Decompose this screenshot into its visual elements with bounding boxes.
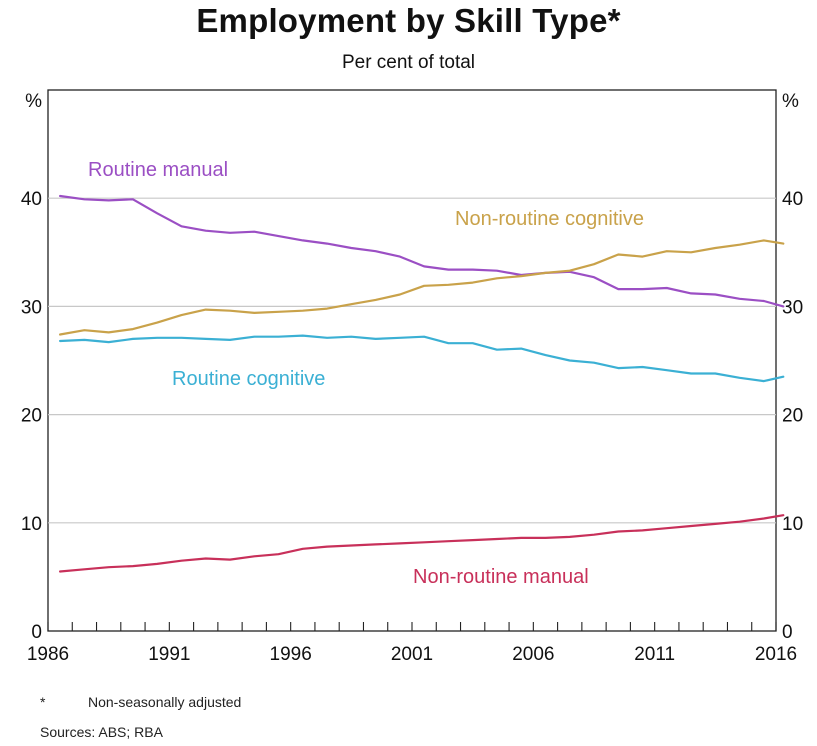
series-line — [59, 239, 785, 336]
x-tick-label: 2011 — [634, 644, 675, 665]
footnote-mark: * — [40, 694, 46, 710]
sources-note: Sources: ABS; RBA — [40, 724, 163, 740]
x-tick-labels: 1986 1991 1996 2001 2006 2011 2016 — [27, 644, 797, 665]
chart-subtitle: Per cent of total — [341, 52, 476, 73]
y-tick-labels-left: 0 10 20 30 40 — [21, 189, 42, 643]
series-labels: Routine manual Non-routine cognitive Routi… — [88, 159, 644, 588]
y-tick-label-left: 40 — [21, 189, 42, 210]
x-tick-label: 1991 — [148, 644, 190, 665]
series-line — [59, 514, 785, 573]
y-tick-labels-right: 0 10 20 30 40 — [782, 189, 803, 643]
x-minor-ticks — [47, 622, 777, 631]
series-lines — [59, 194, 785, 573]
y-tick-label-left: 10 — [21, 514, 42, 535]
series-label: Non-routine manual — [413, 566, 589, 588]
x-tick-label: 1996 — [270, 644, 312, 665]
y-tick-label-right: 40 — [782, 189, 803, 210]
y-axis-unit-left: % — [25, 91, 42, 112]
y-tick-label-left: 20 — [21, 406, 42, 427]
y-tick-label-right: 10 — [782, 514, 803, 535]
y-tick-label-left: 30 — [21, 297, 42, 318]
y-tick-label-right: 30 — [782, 297, 803, 318]
y-tick-label-right: 0 — [782, 622, 793, 643]
series-label: Non-routine cognitive — [455, 208, 644, 230]
y-tick-label-left: 0 — [31, 622, 42, 643]
footnote-text: Non-seasonally adjusted — [88, 694, 242, 710]
x-tick-label: 1986 — [27, 644, 69, 665]
x-tick-label: 2016 — [755, 644, 797, 665]
x-tick-label: 2006 — [512, 644, 554, 665]
chart-title: Employment by Skill Type* — [196, 2, 621, 39]
y-axis-unit-right: % — [782, 91, 799, 112]
series-label: Routine manual — [88, 159, 228, 181]
series-label: Routine cognitive — [172, 368, 325, 390]
gridlines — [48, 197, 776, 524]
series-line — [59, 334, 785, 383]
x-tick-label: 2001 — [391, 644, 433, 665]
y-tick-label-right: 20 — [782, 406, 803, 427]
series-line — [59, 194, 785, 308]
line-chart: 0 10 20 30 40 0 10 20 30 40 1986 1991 1996 2001 2006… — [21, 89, 803, 665]
